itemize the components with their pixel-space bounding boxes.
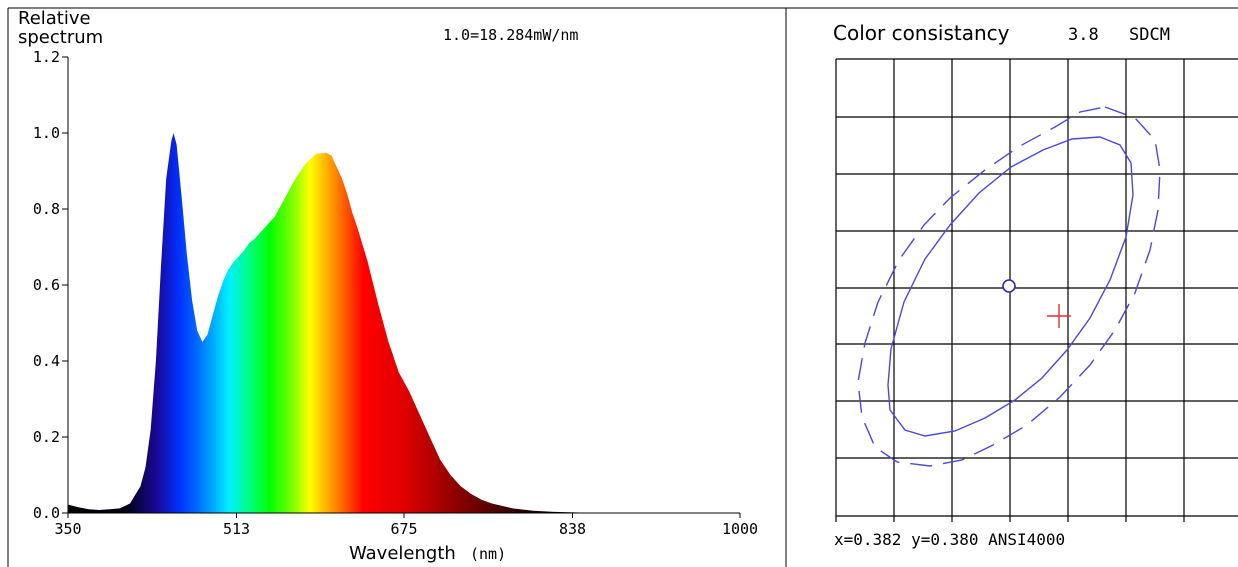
y-tick-label: 1.2: [33, 48, 60, 66]
x-tick-label: 1000: [722, 520, 758, 538]
y-tick-label: 0.0: [33, 504, 60, 522]
scale-note: 1.0=18.284mW/nm: [443, 26, 578, 44]
ellipse-grid: [835, 58, 1238, 522]
color-consistency-panel: Color consistancy 3.8 SDCM x=0.382 y=0.3…: [833, 21, 1238, 549]
x-tick-label: 838: [559, 520, 586, 538]
y-tick-label: 0.4: [33, 352, 60, 370]
y-axis-title-line2: spectrum: [18, 27, 103, 48]
consistency-title: Color consistancy: [833, 21, 1010, 45]
center-point-marker: [1002, 279, 1016, 293]
y-tick-label: 0.6: [33, 276, 60, 294]
outer-ellipse: [857, 106, 1161, 467]
y-tick-label: 0.8: [33, 200, 60, 218]
x-tick-label: 675: [390, 520, 417, 538]
x-axis-title: Wavelength: [349, 543, 456, 564]
y-tick-label: 0.2: [33, 428, 60, 446]
sdcm-unit: SDCM: [1129, 25, 1170, 45]
sdcm-value: 3.8: [1068, 25, 1099, 45]
x-axis-unit: (nm): [470, 545, 506, 563]
inner-ellipse: [887, 136, 1134, 437]
y-axis-title-line1: Relative: [18, 8, 91, 29]
y-tick-label: 1.0: [33, 124, 60, 142]
measured-point-marker: [1047, 304, 1071, 328]
panel-frames: [7, 7, 1238, 567]
chromaticity-coordinates: x=0.382 y=0.380 ANSI4000: [834, 530, 1065, 549]
y-axis-ticks: 0.0 0.2 0.4 0.6 0.8 1.0 1.2: [33, 48, 68, 522]
x-axis-ticks: 350 513 675 838 1000: [54, 513, 758, 538]
spectrum-area: [68, 133, 740, 513]
spectrum-chart: Relative spectrum 1.0=18.284mW/nm 0.0 0.2…: [18, 8, 758, 564]
x-tick-label: 350: [54, 520, 81, 538]
x-tick-label: 513: [223, 520, 250, 538]
